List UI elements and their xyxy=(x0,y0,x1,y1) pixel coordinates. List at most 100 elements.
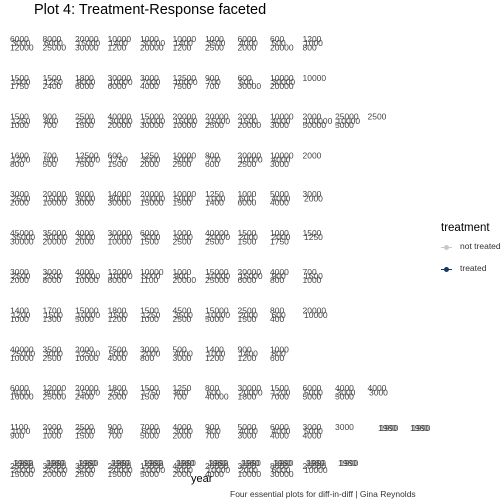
y-tick-label: 500 xyxy=(173,344,187,354)
y-tick-label: 1750 xyxy=(109,155,128,165)
y-tick-label: 1000 xyxy=(140,314,159,324)
y-tick-label: 800 xyxy=(270,306,284,316)
y-tick-label: 30000 xyxy=(272,77,296,87)
y-tick-label: 800 xyxy=(44,116,58,126)
y-tick-label: 7500 xyxy=(75,159,94,169)
y-tick-label: 1500 xyxy=(140,306,159,316)
y-tick-label: 25000 xyxy=(44,465,68,475)
y-tick-label: 1200 xyxy=(238,353,257,363)
y-tick-label: 1750 xyxy=(10,81,29,91)
y-tick-label: 1700 xyxy=(43,306,62,316)
legend-title: treatment xyxy=(441,222,490,234)
y-tick-label: 14000 xyxy=(108,189,132,199)
y-tick-label: 10000 xyxy=(140,267,164,277)
y-tick-label: 12000 xyxy=(108,267,132,277)
y-tick-label: 600 xyxy=(238,73,252,83)
y-tick-label: 4000 xyxy=(75,228,94,238)
y-tick-label: 10000 xyxy=(109,77,133,87)
y-tick-label: 4000 xyxy=(272,193,291,203)
y-tick-label: 2000 xyxy=(239,310,258,320)
x-tick-label: 1980 xyxy=(208,458,227,468)
y-tick-label: 1250 xyxy=(140,150,159,160)
y-tick-label: 5000 xyxy=(335,120,354,130)
y-tick-label: 5000 xyxy=(205,314,224,324)
y-tick-label: 1000 xyxy=(12,426,31,436)
x-tick-label: 1980 xyxy=(143,458,162,468)
y-tick-label: 30000 xyxy=(44,232,68,242)
y-tick-label: 800 xyxy=(303,42,317,52)
y-tick-label: 20000 xyxy=(173,275,197,285)
y-tick-label: 4000 xyxy=(303,430,322,440)
y-tick-label: 3500 xyxy=(207,38,226,48)
y-tick-label: 2500 xyxy=(75,469,94,479)
y-tick-label: 15000 xyxy=(174,116,198,126)
y-tick-label: 800 xyxy=(174,387,188,397)
x-tick-label: 1980 xyxy=(176,458,195,468)
y-tick-label: 12000 xyxy=(10,42,34,52)
y-tick-label: 1000 xyxy=(304,38,323,48)
y-tick-label: 15000 xyxy=(239,271,263,281)
y-tick-label: 1500 xyxy=(43,73,62,83)
y-tick-label: 25000 xyxy=(10,461,34,471)
y-tick-label: 12500 xyxy=(75,150,99,160)
y-tick-label: 900 xyxy=(272,271,286,281)
y-tick-label: 500 xyxy=(239,77,253,87)
y-tick-label: 50000 xyxy=(303,120,327,130)
y-tick-label: 1250 xyxy=(44,77,63,87)
y-tick-label: 1800 xyxy=(108,383,127,393)
y-tick-label: 10000 xyxy=(142,465,166,475)
y-tick-label: 1400 xyxy=(205,344,224,354)
y-tick-label: 800 xyxy=(10,159,24,169)
legend-item-not-treated: not treated xyxy=(441,239,504,256)
y-tick-label: 20000 xyxy=(140,189,164,199)
y-tick-label: 1200 xyxy=(108,314,127,324)
y-tick-label: 20000 xyxy=(75,383,99,393)
y-tick-label: 3000 xyxy=(174,426,193,436)
y-tick-label: 1400 xyxy=(174,38,193,48)
y-tick-label: 4000 xyxy=(270,430,289,440)
y-tick-label: 6000 xyxy=(140,228,159,238)
y-tick-label: 800 xyxy=(109,426,123,436)
x-tick-label: 1990 xyxy=(307,458,326,468)
y-tick-label: 7000 xyxy=(142,77,161,87)
y-tick-label: 1500 xyxy=(238,236,257,246)
y-tick-label: 900 xyxy=(205,422,219,432)
y-tick-label: 3000 xyxy=(10,189,29,199)
y-tick-label: 1500 xyxy=(173,198,192,208)
y-tick-label: 6000 xyxy=(238,198,257,208)
y-tick-label: 10000 xyxy=(270,73,294,83)
y-tick-label: 20000 xyxy=(77,271,101,281)
y-tick-label: 3500 xyxy=(174,310,193,320)
y-tick-label: 1500 xyxy=(239,116,258,126)
y-tick-label: 9000 xyxy=(77,77,96,87)
y-tick-label: 10000 xyxy=(207,271,231,281)
y-tick-label: 10000 xyxy=(75,353,99,363)
y-tick-label: 10000 xyxy=(270,150,294,160)
y-tick-label: 700 xyxy=(303,267,317,277)
y-tick-label: 5000 xyxy=(109,349,128,359)
y-tick-label: 1400 xyxy=(205,198,224,208)
x-tick-label: 1990 xyxy=(340,458,359,468)
y-tick-label: 10000 xyxy=(303,73,327,83)
y-tick-label: 10000 xyxy=(173,34,197,44)
